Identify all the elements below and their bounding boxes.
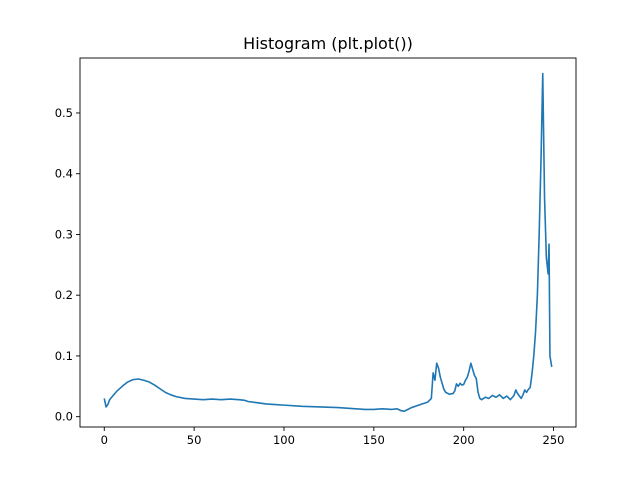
x-tick-label: 0 <box>101 433 108 447</box>
y-tick-label: 0.1 <box>55 349 73 363</box>
y-tick-label: 0.3 <box>55 227 73 241</box>
plot-area: 0 50 100 150 200 250 0.0 0.1 0.2 0.3 0.4 0.5 <box>55 57 577 447</box>
x-tick-label: 50 <box>187 433 202 447</box>
chart-title: Histogram (plt.plot()) <box>243 34 413 53</box>
x-tick-label: 250 <box>543 433 565 447</box>
y-tick-label: 0.4 <box>55 167 73 181</box>
axes-frame <box>79 57 577 428</box>
x-tick-label: 200 <box>453 433 475 447</box>
x-tick-label: 100 <box>273 433 295 447</box>
y-tick-label: 0.2 <box>55 288 73 302</box>
series-line <box>103 72 553 413</box>
x-tick-label: 150 <box>363 433 385 447</box>
y-tick-label: 0.0 <box>55 410 73 424</box>
y-tick-label: 0.5 <box>55 106 73 120</box>
